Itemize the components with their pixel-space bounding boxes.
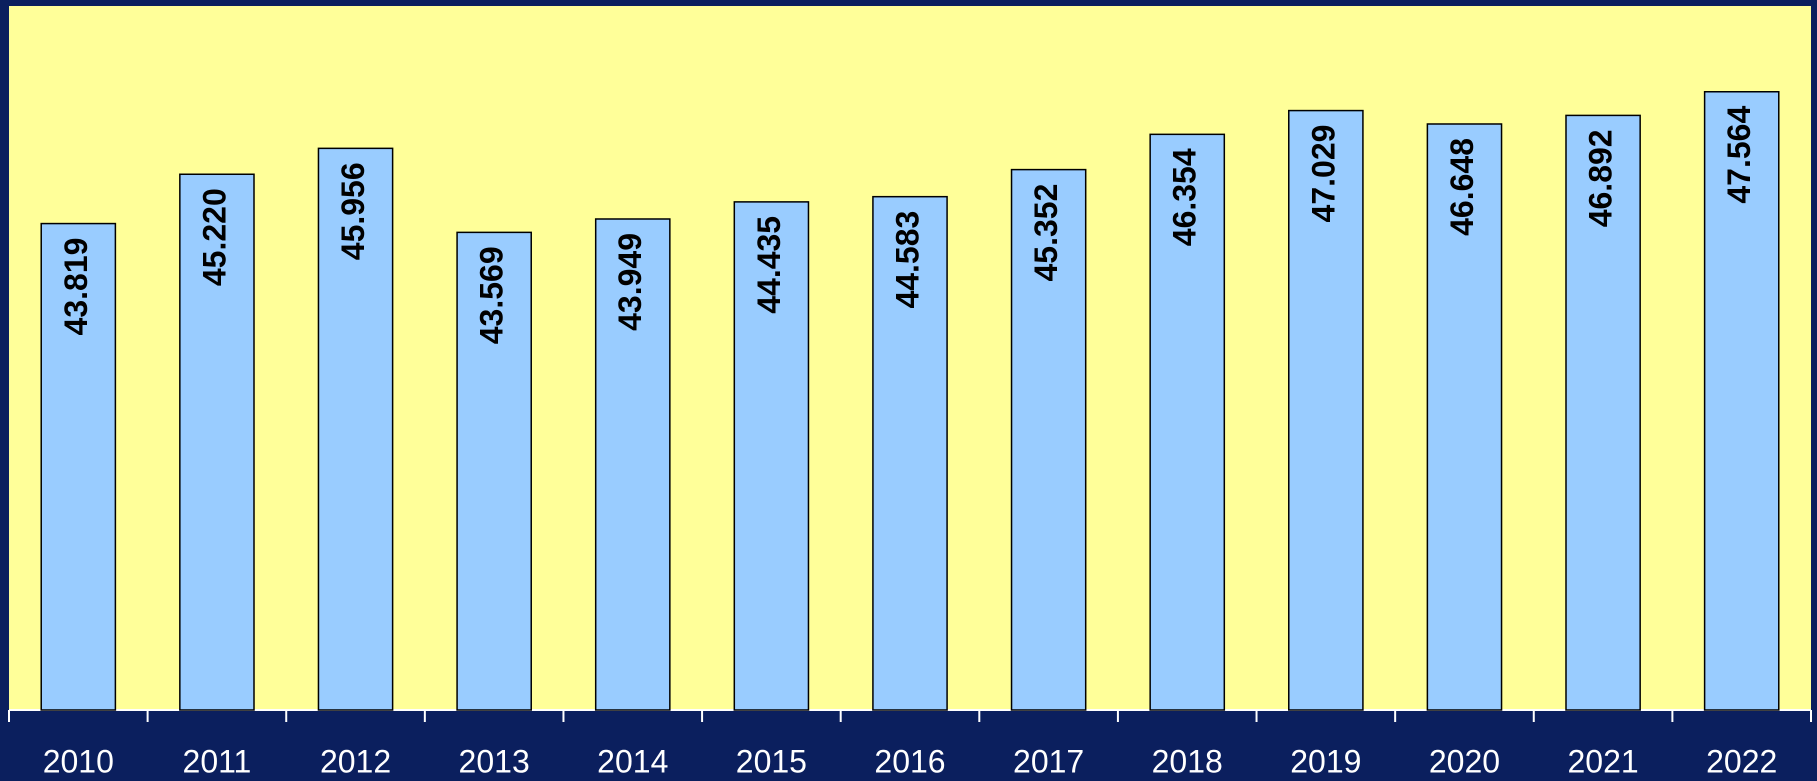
x-tick-label: 2015 xyxy=(736,743,807,779)
bar xyxy=(1565,114,1641,711)
x-tick-label: 2019 xyxy=(1290,743,1361,779)
bar xyxy=(179,173,255,711)
value-label: 43.819 xyxy=(58,238,94,336)
value-label: 45.956 xyxy=(335,162,371,260)
bar xyxy=(317,147,394,711)
value-label: 44.435 xyxy=(751,216,787,314)
x-tick-label: 2017 xyxy=(1013,743,1084,779)
bar xyxy=(1149,133,1226,711)
bar xyxy=(1703,90,1780,711)
bar xyxy=(872,195,948,711)
x-tick-label: 2010 xyxy=(43,743,114,779)
value-label: 45.220 xyxy=(196,188,232,286)
x-tick-label: 2012 xyxy=(320,743,391,779)
value-label: 46.648 xyxy=(1444,138,1480,236)
value-label: 47.029 xyxy=(1305,125,1341,223)
x-tick-label: 2020 xyxy=(1429,743,1500,779)
bar xyxy=(594,218,671,711)
value-label: 46.354 xyxy=(1167,148,1203,246)
bar xyxy=(40,222,117,711)
x-tick-label: 2021 xyxy=(1567,743,1638,779)
x-tick-label: 2011 xyxy=(183,743,252,779)
x-tick-label: 2014 xyxy=(597,743,668,779)
x-tick-label: 2013 xyxy=(459,743,530,779)
bar xyxy=(1288,109,1364,711)
bar xyxy=(733,201,810,711)
value-label: 43.949 xyxy=(612,233,648,331)
bar xyxy=(1426,123,1503,711)
value-label: 43.569 xyxy=(474,246,510,344)
value-label: 46.892 xyxy=(1583,129,1619,227)
value-label: 44.583 xyxy=(889,211,925,309)
bar xyxy=(1010,168,1087,711)
x-tick-label: 2018 xyxy=(1152,743,1223,779)
value-label: 47.564 xyxy=(1721,106,1757,204)
x-tick-label: 2022 xyxy=(1706,743,1777,779)
x-tick-label: 2016 xyxy=(874,743,945,779)
bar xyxy=(456,231,532,711)
value-label: 45.352 xyxy=(1028,184,1064,282)
